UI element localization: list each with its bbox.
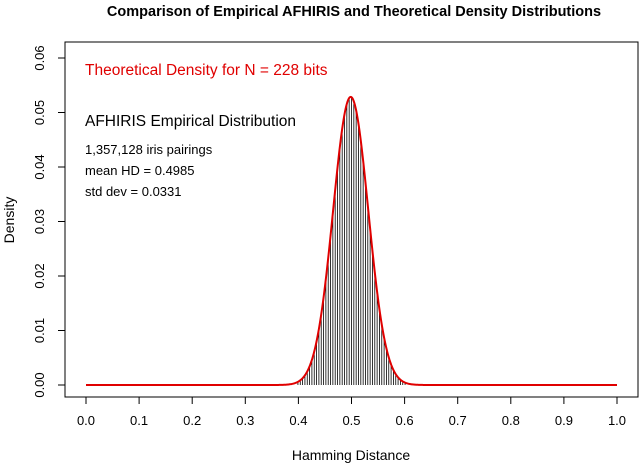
y-tick-label: 0.00	[32, 372, 47, 397]
y-tick-label: 0.06	[32, 45, 47, 70]
histogram-bars	[297, 97, 406, 385]
x-tick-label: 0.1	[130, 413, 148, 428]
y-axis: 0.00 0.01 0.02 0.03 0.04 0.05 0.06	[32, 45, 66, 398]
y-tick-label: 0.02	[32, 263, 47, 288]
x-tick-label: 0.4	[289, 413, 307, 428]
theoretical-density-label: Theoretical Density for N = 228 bits	[85, 62, 328, 79]
x-axis: 0.0 0.1 0.2 0.3 0.4 0.5 0.6 0.7 0.8 0.9 1.0	[77, 396, 626, 428]
x-tick-label: 0.5	[342, 413, 360, 428]
x-tick-label: 0.7	[449, 413, 467, 428]
theoretical-density	[86, 95, 617, 386]
y-tick-label: 0.05	[32, 100, 47, 125]
x-tick-label: 0.8	[502, 413, 520, 428]
x-tick-label: 0.2	[183, 413, 201, 428]
x-axis-label: Hamming Distance	[292, 447, 410, 463]
x-tick-label: 0.9	[555, 413, 573, 428]
y-tick-label: 0.01	[32, 318, 47, 343]
x-tick-label: 0.0	[77, 413, 95, 428]
x-tick-label: 1.0	[608, 413, 626, 428]
y-tick-label: 0.03	[32, 209, 47, 234]
density-curve	[86, 95, 617, 386]
empirical-title-label: AFHIRIS Empirical Distribution	[85, 113, 296, 130]
y-axis-label: Density	[1, 197, 17, 244]
y-tick-label: 0.04	[32, 154, 47, 179]
std-label: std dev = 0.0331	[85, 184, 182, 199]
mean-label: mean HD = 0.4985	[85, 163, 194, 178]
chart-title: Comparison of Empirical AFHIRIS and Theo…	[107, 4, 601, 20]
x-tick-label: 0.3	[236, 413, 254, 428]
pairings-label: 1,357,128 iris pairings	[85, 142, 213, 157]
x-tick-label: 0.6	[396, 413, 414, 428]
